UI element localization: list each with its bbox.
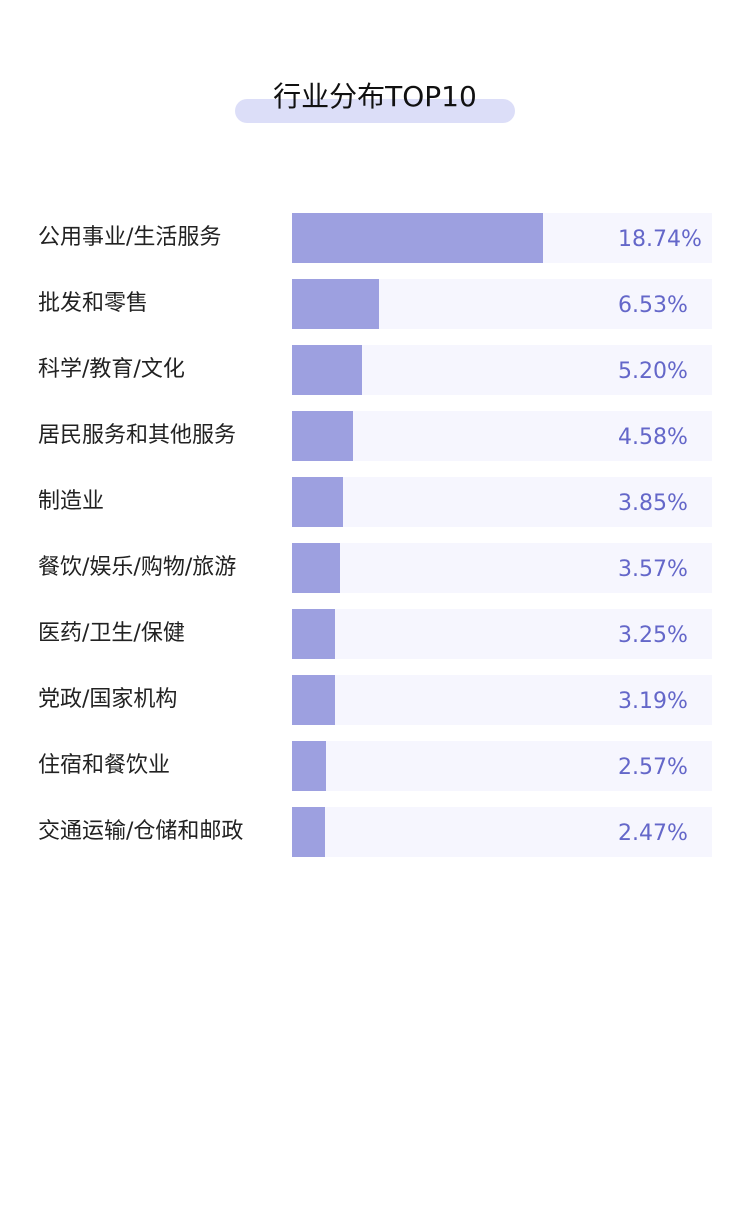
- bar-track: [292, 279, 712, 329]
- bar-value-label: 3.19%: [618, 689, 688, 714]
- bar-value-label: 18.74%: [618, 227, 702, 252]
- bar-value-label: 3.57%: [618, 557, 688, 582]
- bar-track: [292, 609, 712, 659]
- category-label: 医药/卫生/保健: [38, 621, 185, 646]
- bar: [292, 609, 336, 659]
- bar-track: [292, 411, 712, 461]
- bar: [292, 345, 362, 395]
- bar-track: [292, 807, 712, 857]
- bar-row: 居民服务和其他服务 4.58%: [0, 411, 750, 461]
- bar-row: 科学/教育/文化 5.20%: [0, 345, 750, 395]
- bar-value-label: 6.53%: [618, 293, 688, 318]
- bar-value-label: 2.47%: [618, 821, 688, 846]
- bar-value-label: 3.85%: [618, 491, 688, 516]
- bar: [292, 213, 543, 263]
- bar-row: 医药/卫生/保健 3.25%: [0, 609, 750, 659]
- bar-track: [292, 477, 712, 527]
- bar: [292, 543, 340, 593]
- bar-track: [292, 543, 712, 593]
- bar-row: 住宿和餐饮业 2.57%: [0, 741, 750, 791]
- bar-track: [292, 345, 712, 395]
- category-label: 公用事业/生活服务: [38, 225, 222, 250]
- bar: [292, 477, 344, 527]
- category-label: 居民服务和其他服务: [38, 423, 237, 448]
- chart-title-block: 行业分布TOP10: [0, 74, 750, 126]
- bar-value-label: 5.20%: [618, 359, 688, 384]
- category-label: 交通运输/仓储和邮政: [38, 819, 244, 844]
- bar-row: 交通运输/仓储和邮政 2.47%: [0, 807, 750, 857]
- bar-value-label: 3.25%: [618, 623, 688, 648]
- chart-title: 行业分布TOP10: [273, 80, 477, 113]
- bar: [292, 675, 335, 725]
- bar-track: [292, 213, 712, 263]
- bar-row: 批发和零售 6.53%: [0, 279, 750, 329]
- bar: [292, 411, 354, 461]
- category-label: 餐饮/娱乐/购物/旅游: [38, 555, 237, 580]
- category-label: 制造业: [38, 489, 105, 514]
- bar-value-label: 2.57%: [618, 755, 688, 780]
- category-label: 科学/教育/文化: [38, 357, 185, 382]
- bar: [292, 807, 326, 857]
- bar-row: 党政/国家机构 3.19%: [0, 675, 750, 725]
- bar-row: 制造业 3.85%: [0, 477, 750, 527]
- bar-track: [292, 741, 712, 791]
- bar-row: 公用事业/生活服务 18.74%: [0, 213, 750, 263]
- bar-row: 餐饮/娱乐/购物/旅游 3.57%: [0, 543, 750, 593]
- bar-value-label: 4.58%: [618, 425, 688, 450]
- category-label: 批发和零售: [38, 291, 149, 316]
- category-label: 住宿和餐饮业: [38, 753, 171, 778]
- category-label: 党政/国家机构: [38, 687, 178, 712]
- title-highlight-underline: [235, 99, 515, 123]
- bar: [292, 279, 380, 329]
- bar: [292, 741, 327, 791]
- bar-track: [292, 675, 712, 725]
